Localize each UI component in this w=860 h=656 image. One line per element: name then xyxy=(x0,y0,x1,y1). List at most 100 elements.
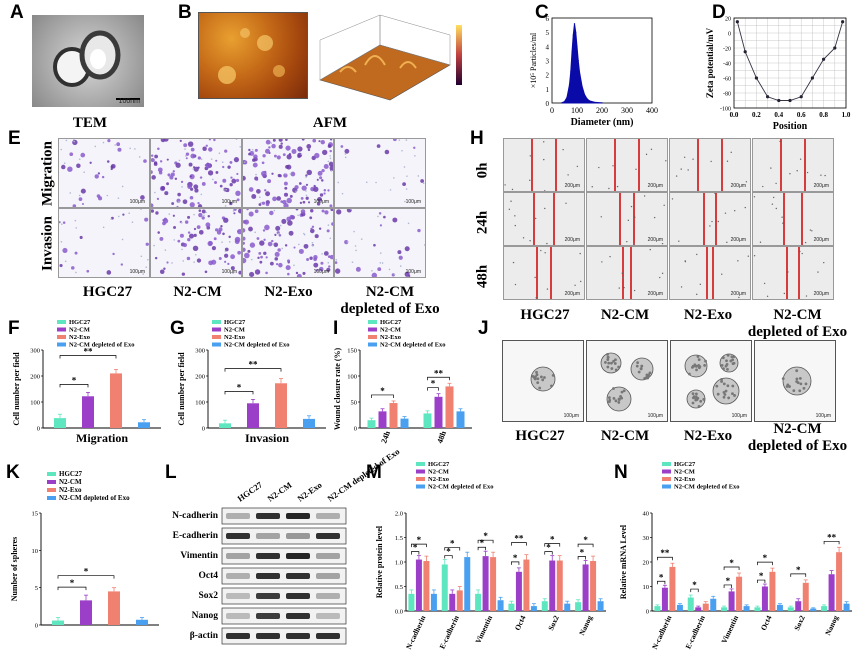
cell-dot xyxy=(265,191,271,197)
cell-dot xyxy=(179,139,182,142)
n-bar xyxy=(676,604,683,611)
cell-dot xyxy=(265,202,270,207)
pore-dot xyxy=(355,249,357,252)
pore-dot xyxy=(232,210,235,212)
sphere-cell xyxy=(610,367,614,370)
e-row-migration-label: Migration xyxy=(39,141,56,206)
panel-label-f: F xyxy=(8,318,20,339)
cell-dot xyxy=(197,156,201,160)
wb-column-label: HGC27 xyxy=(235,479,264,504)
pore-dot xyxy=(194,253,197,256)
i-sig-mark: * xyxy=(380,386,385,396)
pore-dot xyxy=(252,151,255,153)
pore-dot xyxy=(200,193,203,196)
wb-band xyxy=(286,633,310,639)
cell-dot xyxy=(164,191,169,196)
pore-dot xyxy=(258,196,261,198)
pore-dot xyxy=(168,213,171,215)
sphere-cell xyxy=(722,367,725,370)
pore-dot xyxy=(273,209,276,212)
cell-dot xyxy=(312,139,317,143)
sphere-cell xyxy=(724,389,728,393)
cell-dot xyxy=(328,265,331,268)
m-sig-bracket xyxy=(544,551,553,555)
cell-dot xyxy=(151,209,155,213)
sphere-cell xyxy=(696,396,700,400)
cell-dot xyxy=(635,168,637,170)
d-ytick-label: -40 xyxy=(723,62,731,68)
n-legend-swatch xyxy=(662,462,671,466)
cell-dot xyxy=(649,248,651,251)
n-legend-swatch xyxy=(662,484,671,489)
scale-bar-label: 200μm xyxy=(813,237,829,243)
cell-dot xyxy=(633,289,636,292)
pore-dot xyxy=(399,265,402,267)
sphere-cell xyxy=(730,355,734,359)
pore-dot xyxy=(224,250,227,252)
cell-dot xyxy=(824,174,826,177)
cell-dot xyxy=(188,233,194,239)
cell-dot xyxy=(183,143,188,148)
k-legend-swatch xyxy=(47,496,56,500)
sphere-cell xyxy=(722,395,726,399)
sphere-cell xyxy=(720,380,723,383)
scale-bar-label: 100μm xyxy=(405,269,421,275)
n-sig-mark: * xyxy=(729,558,734,568)
wound-scratch xyxy=(753,193,813,245)
n-bar xyxy=(702,603,709,611)
cell-dot xyxy=(273,242,279,248)
pore-dot xyxy=(184,148,186,150)
cell-dot xyxy=(371,272,378,277)
sphere-cell xyxy=(614,368,618,372)
cell-dot xyxy=(271,143,276,149)
scale-bar-label: 200μm xyxy=(730,237,746,243)
panel-label-a: A xyxy=(10,2,24,23)
panel-label-m: M xyxy=(366,462,382,483)
f-legend-swatch xyxy=(57,320,66,324)
transwell-cells xyxy=(151,139,241,207)
pore-dot xyxy=(300,153,303,155)
d-xtick-label: 0.0 xyxy=(730,111,739,119)
n-category-label: Vimentin xyxy=(719,613,740,644)
wound-scratch xyxy=(675,139,748,191)
pore-dot xyxy=(251,148,254,151)
wound-image: 200μm xyxy=(586,138,668,192)
cell-dot xyxy=(106,160,110,163)
sphere-cell xyxy=(792,389,796,393)
f-bar xyxy=(110,373,122,428)
cell-dot xyxy=(169,175,174,180)
cell-dot xyxy=(783,292,786,295)
n-category-label: Sox2 xyxy=(792,614,807,632)
wb-band xyxy=(316,573,340,579)
cell-dot xyxy=(318,227,322,230)
cell-dot xyxy=(172,214,175,217)
wound-image: 200μm xyxy=(503,192,585,246)
cell-dot xyxy=(317,196,322,202)
cell-dot xyxy=(285,145,291,151)
cell-dot xyxy=(269,261,274,266)
cell-dot xyxy=(205,222,211,228)
cell-dot xyxy=(329,165,333,171)
cell-dot xyxy=(238,209,241,214)
g-legend-swatch xyxy=(212,320,221,324)
cell-dot xyxy=(197,204,203,207)
sphere-cell xyxy=(725,359,728,363)
n-bar xyxy=(695,607,702,611)
wb-column-label: N2-Exo xyxy=(295,480,323,504)
wb-band xyxy=(226,613,250,619)
cell-dot xyxy=(680,286,683,288)
pore-dot xyxy=(59,264,60,267)
cell-dot xyxy=(78,197,83,201)
cell-dot xyxy=(514,215,516,217)
n-sig-mark: * xyxy=(659,572,664,582)
wound-image: 200μm xyxy=(669,246,751,300)
m-ylabel: Relative protein level xyxy=(375,525,384,598)
cell-dot xyxy=(692,158,694,160)
pore-dot xyxy=(423,244,425,246)
n-bar xyxy=(710,598,717,611)
cell-dot xyxy=(799,250,801,253)
pore-dot xyxy=(305,190,307,192)
n-sig-bracket xyxy=(823,540,840,545)
cell-dot xyxy=(626,240,628,243)
cell-dot xyxy=(98,196,103,201)
